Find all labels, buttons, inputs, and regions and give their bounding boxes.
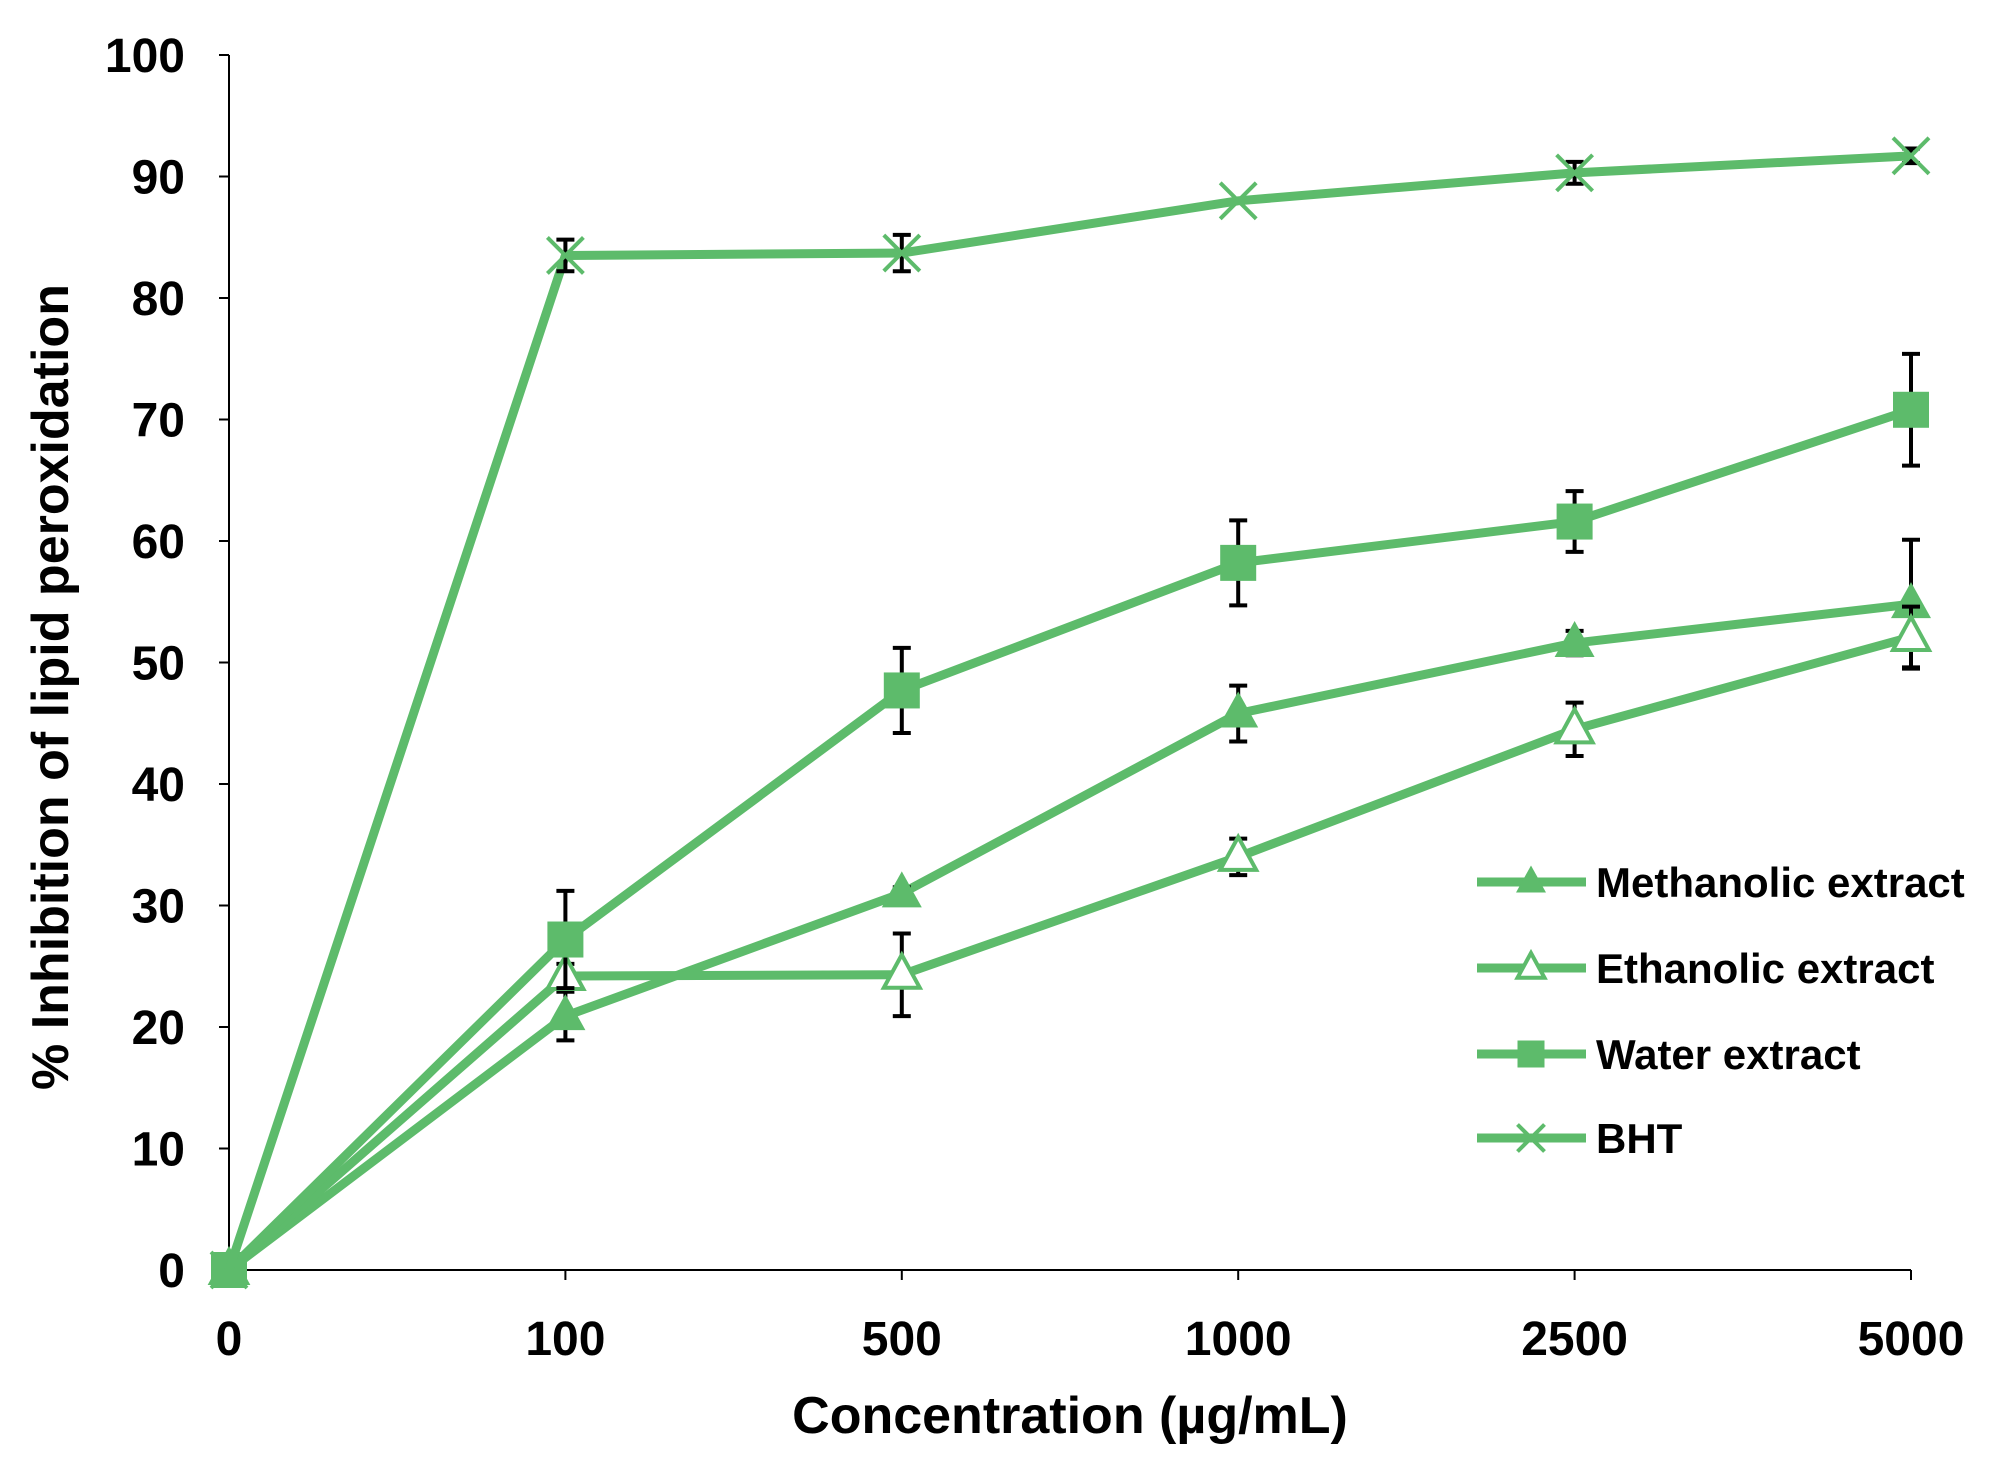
legend-label: Ethanolic extract <box>1596 945 1934 992</box>
open-triangle-marker <box>1553 705 1596 745</box>
cross-marker <box>882 233 922 273</box>
square-marker <box>1893 391 1929 428</box>
square-marker <box>1220 544 1257 581</box>
cross-marker <box>545 236 585 275</box>
y-tick-label: 80 <box>132 273 185 326</box>
legend-item: BHT <box>1477 1115 1683 1162</box>
y-tick-label: 10 <box>132 1124 185 1177</box>
cross-marker <box>1555 153 1595 193</box>
legend-item: Ethanolic extract <box>1477 945 1934 992</box>
x-tick-label: 100 <box>525 1313 605 1366</box>
cross-marker <box>1891 136 1931 176</box>
open-triangle-marker <box>1216 832 1260 872</box>
x-tick-label: 2500 <box>1521 1313 1628 1366</box>
legend-label: BHT <box>1596 1115 1683 1162</box>
open-triangle-marker <box>1889 612 1933 652</box>
x-tick-label: 1000 <box>1185 1313 1292 1366</box>
legend: Methanolic extract Ethanolic extract Water… <box>1477 859 1965 1162</box>
open-triangle-marker <box>880 950 924 990</box>
triangle-marker <box>1554 621 1595 658</box>
cross-marker <box>209 1250 249 1290</box>
legend-item: Water extract <box>1477 1031 1861 1078</box>
y-tick-label: 90 <box>132 152 185 205</box>
square-marker <box>1517 1040 1545 1068</box>
triangle-marker <box>1516 865 1546 893</box>
series-line <box>224 151 1912 1272</box>
y-tick-label: 70 <box>132 395 185 448</box>
square-marker <box>883 672 920 709</box>
series-line <box>226 632 1913 1274</box>
triangle-marker <box>1218 691 1259 728</box>
series-line <box>226 599 1912 1274</box>
square-marker <box>1556 503 1593 540</box>
y-tick-label: 20 <box>132 1002 185 1055</box>
legend-label: Water extract <box>1596 1031 1861 1078</box>
x-axis-title: Concentration (µg/mL) <box>792 1387 1348 1445</box>
cross-marker <box>1218 181 1258 221</box>
x-tick-label: 500 <box>862 1313 942 1366</box>
y-tick-label: 100 <box>105 30 185 83</box>
square-marker <box>547 921 584 958</box>
axes <box>228 55 1911 1271</box>
x-tick-label: 0 <box>216 1313 243 1366</box>
y-tick-label: 40 <box>132 759 185 812</box>
y-tick-label: 50 <box>132 638 185 691</box>
y-tick-label: 60 <box>132 516 185 569</box>
y-axis-title: % Inhibition of lipid peroxidation <box>22 284 80 1090</box>
series-bht <box>209 136 1931 1290</box>
open-triangle-marker <box>1514 948 1548 980</box>
series-line <box>225 405 1913 1274</box>
y-tick-label: 30 <box>132 881 185 934</box>
triangle-marker <box>881 871 922 908</box>
legend-label: Methanolic extract <box>1596 859 1965 906</box>
triangle-marker <box>545 994 586 1031</box>
triangle-marker <box>1891 582 1931 619</box>
legend-item: Methanolic extract <box>1477 859 1965 906</box>
x-tick-label: 5000 <box>1858 1313 1965 1366</box>
cross-marker <box>1516 1123 1546 1153</box>
y-tick-label: 0 <box>158 1245 185 1298</box>
